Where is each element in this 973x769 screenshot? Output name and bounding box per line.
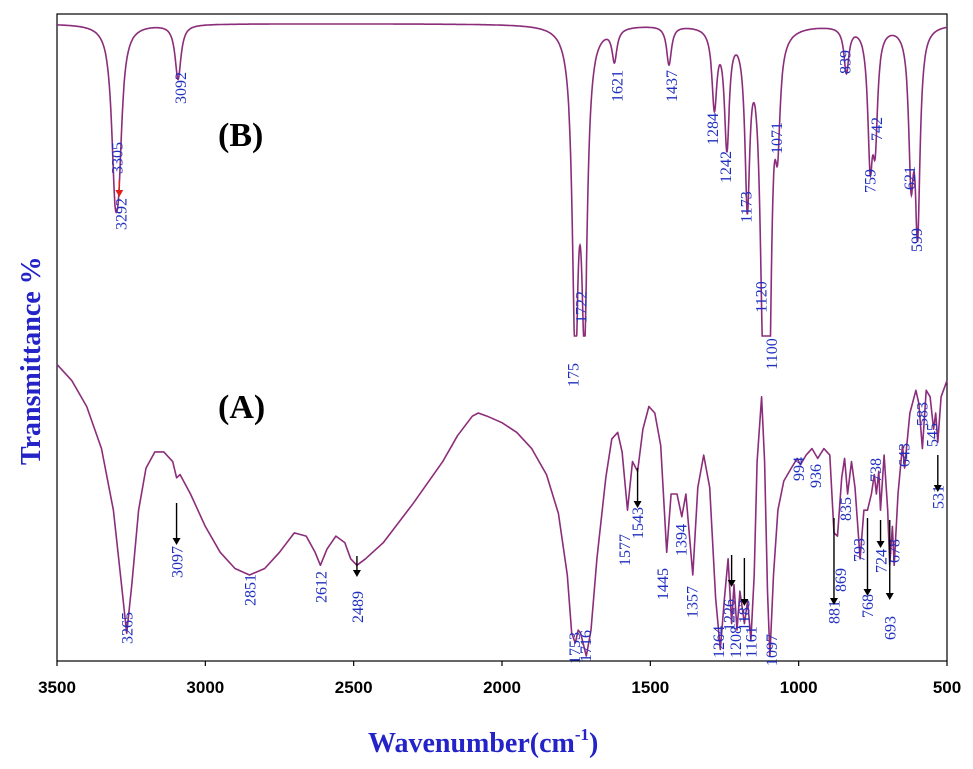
peak-arrow-head xyxy=(885,593,894,600)
panel-label-a: (A) xyxy=(218,389,265,426)
peak-label: 1226 xyxy=(722,599,739,631)
peak-label: 1242 xyxy=(718,151,735,183)
panel-label-b: (B) xyxy=(218,117,263,154)
peak-label: 869 xyxy=(833,568,850,592)
peak-arrow-head xyxy=(115,190,124,197)
peak-arrow-head xyxy=(352,570,361,577)
peak-label: 1100 xyxy=(764,338,781,369)
peak-label: 3292 xyxy=(113,198,130,230)
y-axis-label: Transmittance % xyxy=(16,256,47,465)
peak-label: 1071 xyxy=(769,122,786,154)
peak-label: 545 xyxy=(925,423,942,447)
x-tick-label: 2000 xyxy=(483,678,521,697)
peak-label: 2612 xyxy=(313,571,330,603)
peak-label: 175 xyxy=(566,363,583,387)
peak-label: 768 xyxy=(860,594,877,618)
peak-label: 1722 xyxy=(574,291,591,323)
peak-arrow-head xyxy=(727,580,736,587)
peak-label: 1120 xyxy=(754,281,771,312)
x-tick-label: 1500 xyxy=(631,678,669,697)
peak-label: 643 xyxy=(897,443,914,467)
plot-frame xyxy=(56,13,948,662)
peak-label: 1543 xyxy=(630,507,647,539)
peak-label: 1357 xyxy=(684,586,701,618)
peak-arrow-head xyxy=(633,501,642,508)
x-tick-label: 3000 xyxy=(186,678,224,697)
peak-label: 3265 xyxy=(120,612,137,644)
peak-label: 1394 xyxy=(674,524,691,556)
peak-arrow-head xyxy=(172,538,181,545)
peak-label: 678 xyxy=(887,539,904,563)
peak-label: 2489 xyxy=(350,591,367,623)
peak-label: 1183 xyxy=(736,599,753,630)
peak-label: 1445 xyxy=(655,568,672,600)
x-tick-label: 2500 xyxy=(335,678,373,697)
peak-label: 1716 xyxy=(578,630,595,662)
peak-arrow-head xyxy=(829,598,838,605)
spectra xyxy=(56,23,948,657)
peak-label: 531 xyxy=(931,485,948,509)
peak-label: 835 xyxy=(838,497,855,521)
peak-label: 839 xyxy=(838,50,855,74)
peak-label: 1437 xyxy=(664,70,681,102)
peak-label: 724 xyxy=(873,549,890,573)
spectrum-b-line xyxy=(57,23,947,337)
peak-label: 693 xyxy=(882,616,899,640)
spectrum-a-line xyxy=(56,363,948,657)
x-tick-label: 3500 xyxy=(38,678,76,697)
peak-label: 1173 xyxy=(738,191,755,222)
peak-label: 3097 xyxy=(170,546,187,578)
peak-label: 1208 xyxy=(728,626,745,658)
peak-label: 3305 xyxy=(109,142,126,174)
peak-label: 936 xyxy=(808,464,825,488)
x-tick-label: 500 xyxy=(933,678,961,697)
peak-label: 1284 xyxy=(705,113,722,145)
peak-label: 759 xyxy=(862,169,879,193)
peak-label: 1753 xyxy=(567,632,584,664)
peak-label: 3092 xyxy=(173,72,190,104)
peak-label: 793 xyxy=(852,538,869,562)
x-tick-label: 1000 xyxy=(780,678,818,697)
x-axis-ticks: 3500 3000 2500 2000 1500 1000 500 xyxy=(38,661,961,697)
peak-label: 994 xyxy=(791,457,808,481)
peak-label: 1161 xyxy=(743,626,760,657)
x-axis-label: Wavenumber(cm-1) xyxy=(368,725,598,759)
x-axis-label-main: Wavenumber(cm xyxy=(368,728,575,759)
peak-label: 2851 xyxy=(243,574,260,606)
peak-label: 1577 xyxy=(617,534,634,566)
peak-label: 738 xyxy=(868,458,885,482)
peak-label: 1621 xyxy=(610,70,627,102)
peak-label: 742 xyxy=(869,117,886,141)
peak-label: 1097 xyxy=(764,634,781,666)
x-axis-label-superscript: -1 xyxy=(575,725,589,744)
peak-label: 621 xyxy=(902,166,919,190)
peak-arrow-head xyxy=(933,485,942,492)
peak-label: 1264 xyxy=(711,626,728,658)
peak-arrow-head xyxy=(876,541,885,548)
x-axis-label-close: ) xyxy=(589,728,598,759)
peak-label: 599 xyxy=(909,228,926,252)
peak-arrow-head xyxy=(863,589,872,596)
axes xyxy=(56,13,948,662)
peak-label: 881 xyxy=(827,600,844,624)
peak-label: 583 xyxy=(914,402,931,426)
peak-arrow-head xyxy=(740,599,749,606)
